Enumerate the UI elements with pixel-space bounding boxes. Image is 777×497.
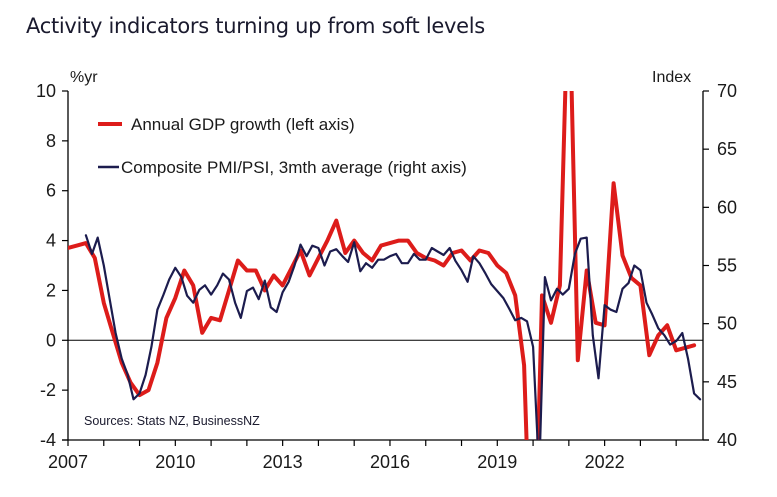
right-axis-unit: Index <box>652 69 691 86</box>
left-tick-label: -4 <box>40 430 56 450</box>
legend-label: Composite PMI/PSI, 3mth average (right a… <box>121 158 467 177</box>
left-tick-label: 8 <box>46 131 56 151</box>
right-tick-label: 60 <box>717 197 737 217</box>
left-tick-label: 10 <box>36 81 56 101</box>
x-tick-label: 2022 <box>585 452 625 472</box>
legend-label: Annual GDP growth (left axis) <box>131 115 355 134</box>
left-tick-label: 6 <box>46 181 56 201</box>
left-tick-label: 2 <box>46 280 56 300</box>
left-tick-label: -2 <box>40 380 56 400</box>
x-tick-label: 2007 <box>48 452 88 472</box>
right-tick-label: 45 <box>717 372 737 392</box>
x-tick-label: 2016 <box>370 452 410 472</box>
series-layer <box>68 91 702 440</box>
x-tick-label: 2013 <box>263 452 303 472</box>
right-tick-label: 50 <box>717 314 737 334</box>
pmi-psi-line <box>84 234 702 440</box>
axes: -4 -2 0 2 4 6 8 10 40 45 50 55 60 65 70 2007 2010 2013 201… <box>36 81 737 472</box>
source-note: Sources: Stats NZ, BusinessNZ <box>84 414 260 428</box>
x-tick-label: 2019 <box>477 452 517 472</box>
right-tick-label: 40 <box>717 430 737 450</box>
chart-title: Activity indicators turning up from soft… <box>26 14 485 38</box>
left-tick-label: 0 <box>46 330 56 350</box>
left-tick-label: 4 <box>46 231 56 251</box>
legend: Annual GDP growth (left axis) Composite P… <box>98 115 467 177</box>
left-axis-unit: %yr <box>70 69 98 86</box>
right-tick-label: 70 <box>717 81 737 101</box>
x-tick-label: 2010 <box>155 452 195 472</box>
right-tick-label: 65 <box>717 139 737 159</box>
right-tick-label: 55 <box>717 256 737 276</box>
